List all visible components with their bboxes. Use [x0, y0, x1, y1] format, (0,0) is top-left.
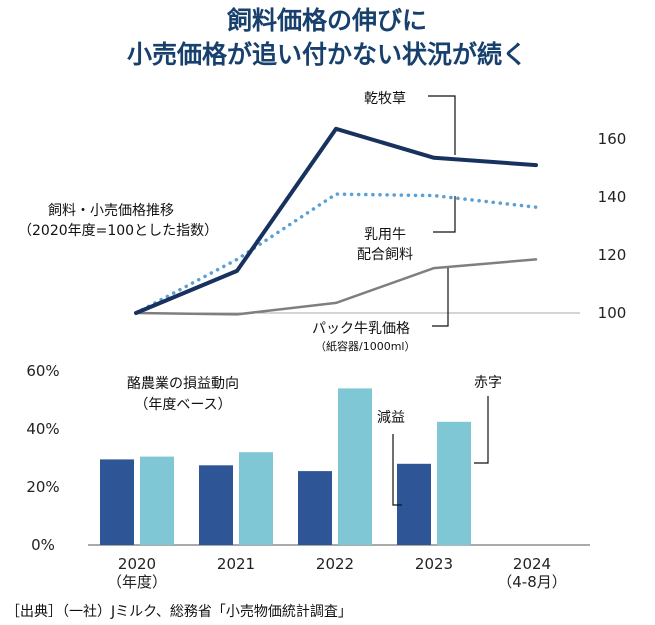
label-milk-price-note: （紙容器/1000ml） [315, 339, 415, 353]
line-y-tick-label: 140 [598, 188, 627, 206]
bar-x-tick-label: 2024 [513, 555, 551, 573]
bar-x-tick-label: 2020 [118, 555, 156, 573]
line-chart-subtitle: （2020年度=100とした指数） [18, 223, 218, 239]
bar-reduced-profit-2021 [199, 465, 233, 546]
bar-deficit-2020 [140, 456, 174, 545]
title-line-1: 飼料価格の伸びに [227, 6, 427, 35]
line-y-tick-label: 120 [598, 246, 627, 264]
bar-x-tick-label: 2021 [217, 555, 255, 573]
bar-deficit-2021 [239, 452, 273, 545]
bar-y-tick-label: 0% [31, 536, 55, 554]
bar-y-tick-label: 40% [26, 420, 59, 438]
bar-chart: 0% 20% 40% 60% 2020（年度） 2021 2022 2023 2024（4-8… [26, 362, 590, 591]
line-chart-title: 飼料・小売価格推移 [48, 203, 174, 219]
label-hay: 乾牧草 [364, 91, 406, 107]
callout-dairy-feed [433, 196, 456, 233]
bar-chart-x-ticks: 2020（年度） 2021 2022 2023 2024（4-8月） [107, 555, 567, 591]
label-reduced-profit: 減益 [377, 409, 405, 426]
bar-chart-y-ticks: 0% 20% 40% 60% [26, 362, 59, 554]
bar-chart-subtitle: （年度ベース） [134, 397, 231, 413]
callout-milk-price [432, 268, 449, 327]
line-chart-y-ticks: 100 120 140 160 [598, 130, 627, 322]
bar-deficit-2023 [437, 421, 471, 546]
line-chart: 100 120 140 160 飼料・小売価格推移 （2020年度=100とした指数）… [18, 91, 626, 353]
bar-chart-title: 酪農業の損益動向 [127, 376, 239, 392]
line-y-tick-label: 100 [598, 304, 627, 322]
bar-x-tick-label: 2023 [415, 555, 453, 573]
label-deficit: 赤字 [474, 375, 502, 391]
bar-y-tick-label: 60% [26, 362, 59, 380]
bar-reduced-profit-2020 [100, 459, 134, 545]
bar-x-tick-note: （年度） [107, 573, 167, 591]
bar-deficit-2022 [338, 388, 372, 545]
bar-y-tick-label: 20% [26, 478, 59, 496]
series-line-dairy-feed [134, 192, 538, 315]
source-note: ［出典］（一社）Jミルク、総務省「小売物価統計調査」 [6, 604, 352, 620]
title-line-2: 小売価格が追い付かない状況が続く [127, 40, 527, 69]
bar-reduced-profit-2023 [397, 463, 431, 545]
bar-chart-bars [100, 388, 471, 546]
bar-reduced-profit-2022 [298, 471, 332, 545]
series-line-hay [134, 126, 538, 315]
line-y-tick-label: 160 [598, 130, 627, 148]
line-chart-series [134, 126, 538, 316]
bar-x-tick-label: 2022 [316, 555, 354, 573]
callout-reduced-profit [392, 434, 402, 506]
label-milk-price: パック牛乳価格 [312, 321, 410, 337]
callout-hay [428, 95, 456, 155]
callout-deficit [474, 396, 489, 464]
label-dairy-feed-2: 配合飼料 [357, 247, 413, 263]
label-dairy-feed-1: 乳用牛 [364, 227, 406, 243]
bar-x-tick-note: （4-8月） [497, 573, 567, 591]
